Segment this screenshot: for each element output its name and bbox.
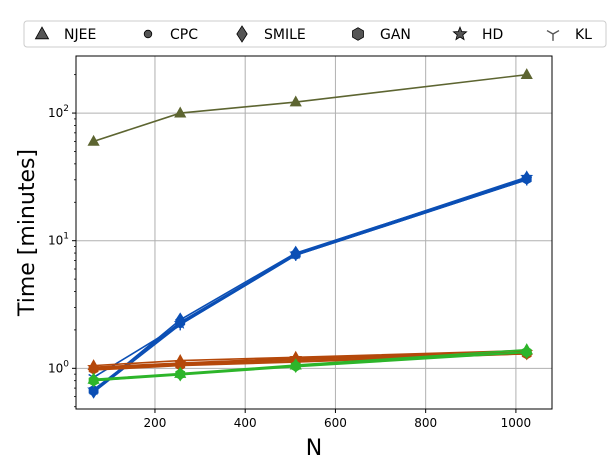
- legend-box: [23, 20, 607, 48]
- legend-label: CPC: [170, 27, 198, 43]
- triangle-marker: [87, 134, 100, 146]
- legend-entry: GAN: [352, 27, 411, 43]
- tri-down-marker: [174, 321, 186, 331]
- data-point: [87, 134, 100, 146]
- hexagon-marker: [290, 360, 301, 372]
- tri-down-marker: [546, 29, 560, 41]
- data-point: [521, 346, 532, 358]
- legend-marker: [236, 25, 248, 43]
- y-tick-exponent: 0: [63, 359, 69, 369]
- tri-down-marker: [290, 251, 302, 261]
- series-line: [93, 351, 527, 382]
- hexagon-marker: [352, 27, 364, 41]
- legend-entry: NJEE: [34, 26, 96, 43]
- series-5: [88, 176, 533, 384]
- hexagon-marker: [175, 368, 186, 380]
- x-tick-label: 800: [414, 416, 437, 430]
- triangle-marker: [520, 68, 533, 80]
- y-tick-base: 10: [48, 106, 63, 120]
- legend-label: KL: [575, 27, 592, 43]
- data-point: [289, 95, 302, 107]
- y-tick-base: 10: [48, 234, 63, 248]
- data-point: [290, 251, 302, 261]
- x-tick-label: 600: [324, 416, 347, 430]
- legend-label: NJEE: [64, 27, 96, 43]
- legend-entry: SMILE: [236, 25, 306, 43]
- legend-marker: [452, 26, 468, 41]
- hexagon-marker: [88, 374, 99, 387]
- series-line: [93, 349, 527, 367]
- data-point: [174, 106, 187, 118]
- series-14: [88, 346, 532, 387]
- legend: NJEE CPC SMILE GAN HD KL: [23, 20, 607, 48]
- y-tick-base: 10: [48, 361, 63, 375]
- star-marker: [87, 382, 101, 396]
- triangle-marker: [174, 106, 187, 118]
- data-point: [173, 356, 187, 369]
- series-0: [87, 68, 533, 146]
- star-marker: [173, 356, 187, 369]
- data-point: [88, 374, 99, 387]
- y-tick-label: 102: [48, 104, 69, 120]
- plot-frame: [75, 55, 553, 410]
- data-point: [87, 382, 101, 396]
- series-line: [93, 176, 527, 391]
- y-tick-label: 101: [48, 232, 69, 248]
- legend-entry: CPC: [143, 27, 198, 43]
- legend-marker: [34, 26, 50, 40]
- legend-label: HD: [482, 27, 503, 43]
- series-line: [93, 73, 527, 143]
- legend-label: GAN: [380, 27, 411, 43]
- y-tick-label: 100: [48, 359, 69, 375]
- data-point: [521, 176, 533, 186]
- grid: [76, 56, 552, 409]
- data-point: [290, 360, 301, 372]
- triangle-marker: [289, 95, 302, 107]
- circle-marker: [143, 29, 153, 39]
- y-tick-exponent: 2: [63, 104, 69, 114]
- x-tick-label: 1000: [501, 416, 532, 430]
- x-tick-label: 200: [144, 416, 167, 430]
- data-point: [174, 321, 186, 331]
- legend-marker: [546, 29, 560, 41]
- star-marker: [452, 26, 468, 41]
- series-line: [93, 351, 527, 369]
- data-point: [175, 368, 186, 380]
- legend-marker: [352, 27, 364, 41]
- legend-entry: HD: [452, 26, 503, 43]
- legend-label: SMILE: [264, 27, 306, 43]
- x-axis-label: N: [306, 436, 322, 461]
- data-point: [87, 360, 101, 373]
- tri-down-marker: [521, 176, 533, 186]
- data-point: [520, 68, 533, 80]
- diamond-marker: [236, 25, 248, 43]
- y-axis-label: Time [minutes]: [15, 149, 40, 317]
- series-line: [93, 179, 527, 379]
- hexagon-marker: [521, 346, 532, 358]
- star-marker: [87, 360, 101, 373]
- legend-entry: KL: [546, 27, 592, 43]
- x-tick-label: 400: [234, 416, 257, 430]
- series-layer: [87, 68, 534, 399]
- y-tick-exponent: 1: [63, 232, 69, 242]
- legend-marker: [143, 29, 153, 39]
- triangle-marker: [34, 26, 50, 40]
